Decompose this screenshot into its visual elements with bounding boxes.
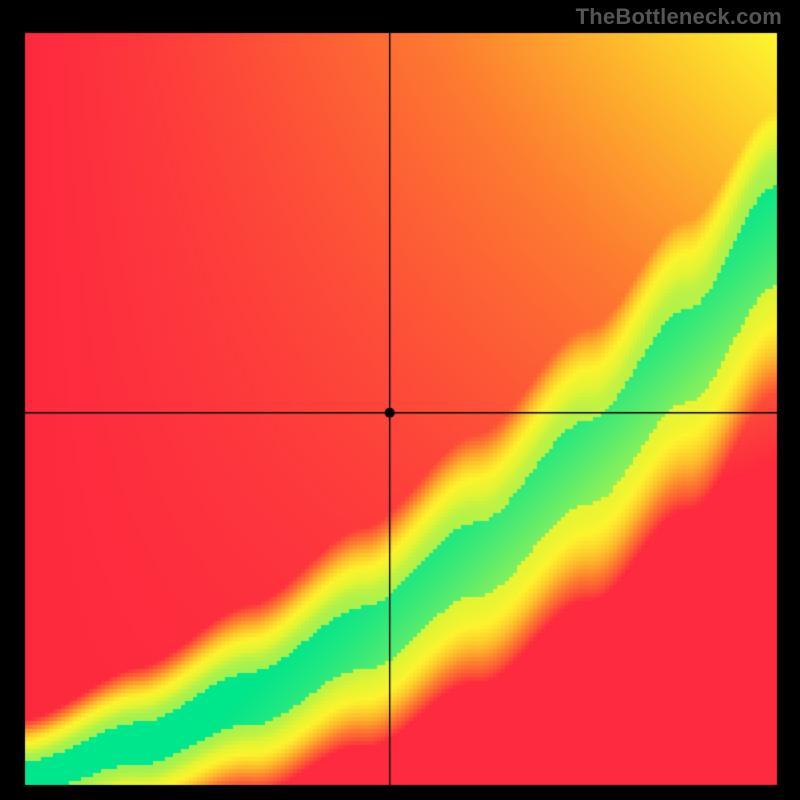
watermark-text: TheBottleneck.com (576, 4, 782, 30)
chart-frame: { "watermark": { "text": "TheBottleneck.… (0, 0, 800, 800)
bottleneck-heatmap (0, 0, 800, 800)
